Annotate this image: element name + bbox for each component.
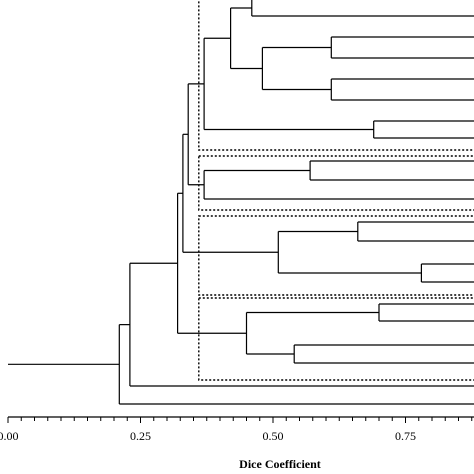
x-tick-label: 0.25 xyxy=(130,429,151,443)
cluster-box-3 xyxy=(198,215,474,296)
x-axis: 0.00 0.25 0.50 0.75 xyxy=(0,416,474,443)
cluster-box-2 xyxy=(198,155,474,211)
x-tick-label: 0.00 xyxy=(0,429,19,443)
cluster-boxes xyxy=(198,0,474,381)
cluster-box-4 xyxy=(198,297,474,381)
x-axis-title: Dice Coefficient xyxy=(239,457,321,471)
cluster-box-1 xyxy=(198,0,474,151)
x-tick-label: 0.75 xyxy=(395,429,416,443)
dendrogram-tree xyxy=(8,0,474,405)
x-tick-label: 0.50 xyxy=(263,429,284,443)
